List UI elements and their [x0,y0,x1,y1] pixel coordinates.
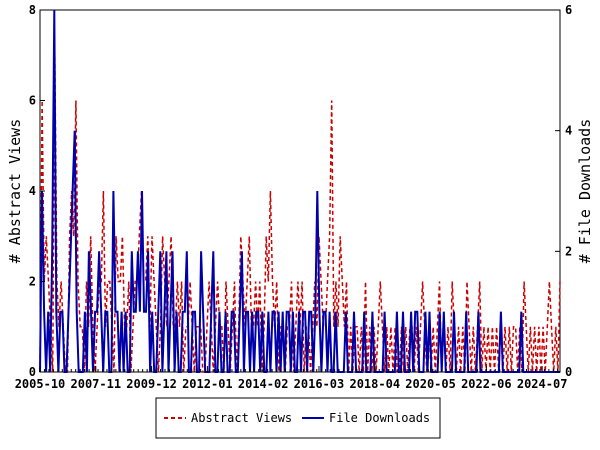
x-tick-label: 2005-10 [15,377,66,391]
x-tick-label: 2007-11 [71,377,122,391]
legend-label-file-downloads: File Downloads [329,411,430,425]
y-left-tick-labels: 0 2 4 6 8 [29,3,36,379]
y-right-tick-label: 2 [565,244,572,258]
y-left-tick-label: 0 [29,365,36,379]
y-left-tick-label: 6 [29,94,36,108]
y-right-tick-label: 6 [565,3,572,17]
y-left-axis-title: # Abstract Views [6,119,24,264]
tick-layer [39,9,560,373]
y-right-tick-labels: 0 2 4 6 [565,3,572,379]
y-left-tick-label: 4 [29,184,36,198]
y-left-tick-label: 2 [29,275,36,289]
x-tick-label: 2012-01 [182,377,233,391]
x-tick-label: 2009-12 [126,377,177,391]
x-tick-label: 2014-02 [238,377,289,391]
x-tick-label: 2016-03 [294,377,345,391]
x-tick-label: 2022-06 [461,377,512,391]
x-tick-labels: 2005-10 2007-11 2009-12 2012-01 2014-02 2016-… [15,377,568,391]
legend: Abstract Views File Downloads [155,397,441,439]
y-right-tick-label: 0 [565,365,572,379]
y-right-tick-label: 4 [565,124,572,138]
x-tick-label: 2020-05 [405,377,456,391]
y-right-axis-title: # File Downloads [576,119,594,264]
legend-label-abstract-views: Abstract Views [191,411,292,425]
legend-box [155,397,441,439]
x-tick-label: 2024-07 [517,377,568,391]
y-left-tick-label: 8 [29,3,36,17]
x-tick-label: 2018-04 [349,377,400,391]
